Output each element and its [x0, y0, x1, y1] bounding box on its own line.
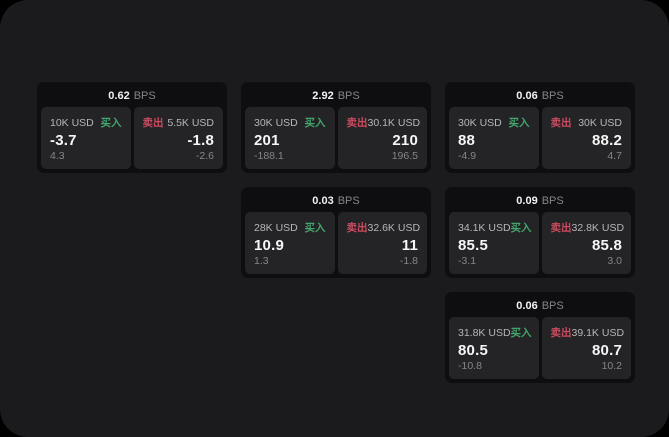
- sell-delta: 10.2: [601, 359, 622, 372]
- buy-panel[interactable]: 30K USD 买入 201 -188.1: [245, 107, 335, 169]
- sell-label: 卖出: [142, 117, 164, 129]
- bps-unit: BPS: [541, 194, 564, 207]
- bps-unit: BPS: [541, 299, 564, 312]
- sell-panel[interactable]: 卖出 39.1K USD 80.7 10.2: [541, 317, 631, 379]
- buy-price: 201: [254, 131, 280, 149]
- sell-label: 卖出: [550, 117, 572, 129]
- buy-amount: 28K USD: [254, 222, 298, 234]
- sell-price: 210: [392, 131, 418, 149]
- card-header: 0.62 BPS: [41, 86, 223, 107]
- buy-delta: -4.9: [458, 149, 477, 162]
- sell-delta: 196.5: [391, 149, 418, 162]
- card-header: 0.06 BPS: [449, 296, 631, 317]
- sell-label: 卖出: [346, 117, 368, 129]
- bps-unit: BPS: [133, 89, 156, 102]
- buy-label: 买入: [510, 327, 532, 339]
- sell-delta: 3.0: [607, 254, 622, 267]
- sell-price: 85.8: [592, 236, 622, 254]
- buy-delta: -3.1: [458, 254, 477, 267]
- bps-unit: BPS: [337, 194, 360, 207]
- sell-price: -1.8: [187, 131, 214, 149]
- buy-amount: 10K USD: [50, 117, 94, 129]
- card-header: 0.03 BPS: [245, 191, 427, 212]
- bps-value: 2.92: [312, 89, 334, 102]
- sell-label: 卖出: [346, 222, 368, 234]
- buy-price: 10.9: [254, 236, 284, 254]
- buy-delta: 4.3: [50, 149, 65, 162]
- buy-panel[interactable]: 31.8K USD 买入 80.5 -10.8: [449, 317, 539, 379]
- sell-amount: 32.6K USD: [367, 222, 421, 234]
- quote-card: 2.92 BPS 30K USD 买入 201 -188.1 卖出 30.1K …: [241, 82, 431, 173]
- buy-label: 买入: [100, 117, 122, 129]
- sell-amount: 39.1K USD: [571, 327, 625, 339]
- buy-label: 买入: [304, 117, 326, 129]
- quote-card: 0.03 BPS 28K USD 买入 10.9 1.3 卖出 32.6K US…: [241, 187, 431, 278]
- buy-price: 85.5: [458, 236, 488, 254]
- quote-card: 0.06 BPS 31.8K USD 买入 80.5 -10.8 卖出 39.1…: [445, 292, 635, 383]
- sell-amount: 32.8K USD: [571, 222, 625, 234]
- buy-label: 买入: [510, 222, 532, 234]
- sell-delta: 4.7: [607, 149, 622, 162]
- bps-value: 0.06: [516, 299, 538, 312]
- sell-panel[interactable]: 卖出 32.8K USD 85.8 3.0: [541, 212, 631, 274]
- buy-amount: 30K USD: [458, 117, 502, 129]
- sell-amount: 30K USD: [578, 117, 622, 129]
- sell-panel[interactable]: 卖出 30K USD 88.2 4.7: [541, 107, 631, 169]
- bps-value: 0.06: [516, 89, 538, 102]
- buy-delta: -10.8: [458, 359, 482, 372]
- quote-card-grid: 0.62 BPS 10K USD 买入 -3.7 4.3 卖出 5.5K USD: [37, 82, 635, 383]
- sell-label: 卖出: [550, 222, 572, 234]
- card-header: 0.09 BPS: [449, 191, 631, 212]
- buy-panel[interactable]: 28K USD 买入 10.9 1.3: [245, 212, 335, 274]
- bps-value: 0.09: [516, 194, 538, 207]
- sell-label: 卖出: [550, 327, 572, 339]
- bps-unit: BPS: [541, 89, 564, 102]
- buy-amount: 30K USD: [254, 117, 298, 129]
- sell-delta: -1.8: [399, 254, 418, 267]
- quote-card: 0.09 BPS 34.1K USD 买入 85.5 -3.1 卖出 32.8K…: [445, 187, 635, 278]
- quote-card: 0.06 BPS 30K USD 买入 88 -4.9 卖出 30K USD: [445, 82, 635, 173]
- buy-price: 88: [458, 131, 476, 149]
- sell-delta: -2.6: [195, 149, 214, 162]
- sell-amount: 30.1K USD: [367, 117, 421, 129]
- sell-price: 88.2: [592, 131, 622, 149]
- buy-amount: 34.1K USD: [458, 222, 511, 234]
- buy-panel[interactable]: 10K USD 买入 -3.7 4.3: [41, 107, 131, 169]
- bps-value: 0.03: [312, 194, 334, 207]
- buy-price: 80.5: [458, 341, 488, 359]
- bps-value: 0.62: [108, 89, 130, 102]
- buy-price: -3.7: [50, 131, 77, 149]
- buy-delta: 1.3: [254, 254, 269, 267]
- sell-panel[interactable]: 卖出 5.5K USD -1.8 -2.6: [133, 107, 223, 169]
- buy-amount: 31.8K USD: [458, 327, 511, 339]
- buy-delta: -188.1: [254, 149, 284, 162]
- buy-label: 买入: [304, 222, 326, 234]
- buy-label: 买入: [508, 117, 530, 129]
- sell-amount: 5.5K USD: [167, 117, 214, 129]
- quote-card: 0.62 BPS 10K USD 买入 -3.7 4.3 卖出 5.5K USD: [37, 82, 227, 173]
- sell-price: 11: [401, 236, 418, 254]
- sell-panel[interactable]: 卖出 30.1K USD 210 196.5: [337, 107, 427, 169]
- buy-panel[interactable]: 34.1K USD 买入 85.5 -3.1: [449, 212, 539, 274]
- sell-panel[interactable]: 卖出 32.6K USD 11 -1.8: [337, 212, 427, 274]
- bps-unit: BPS: [337, 89, 360, 102]
- buy-panel[interactable]: 30K USD 买入 88 -4.9: [449, 107, 539, 169]
- card-header: 2.92 BPS: [245, 86, 427, 107]
- card-header: 0.06 BPS: [449, 86, 631, 107]
- sell-price: 80.7: [592, 341, 622, 359]
